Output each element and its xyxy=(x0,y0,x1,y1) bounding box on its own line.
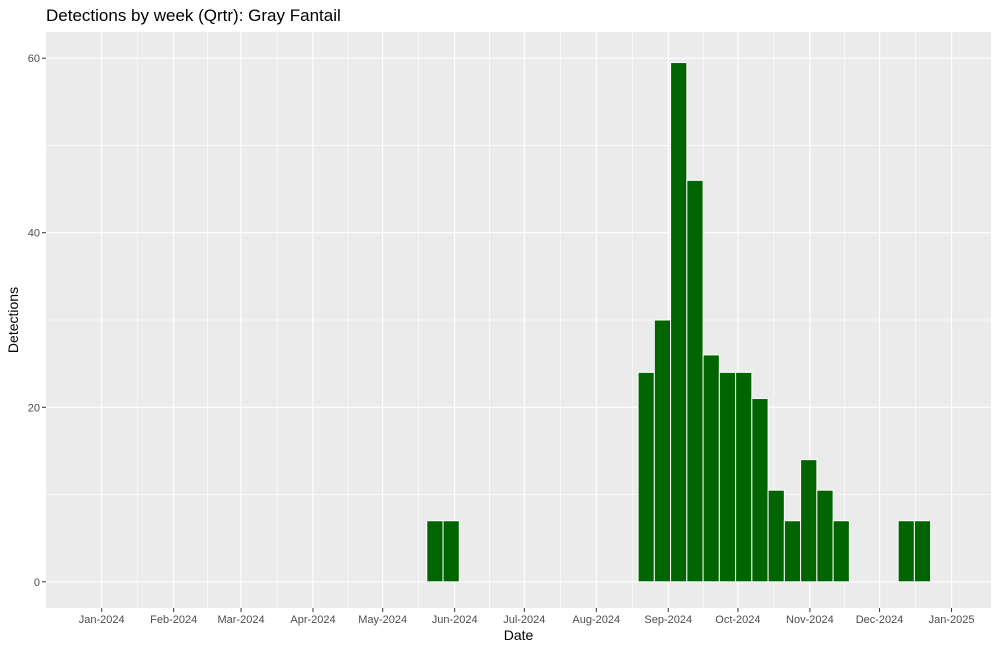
y-tick-label: 0 xyxy=(34,577,40,589)
bar xyxy=(653,319,672,583)
bar xyxy=(832,520,850,583)
bar xyxy=(686,179,704,583)
x-tick-label: May-2024 xyxy=(358,614,407,626)
y-axis: 0 20 40 60 xyxy=(28,53,46,589)
x-tick-label: Aug-2024 xyxy=(572,614,620,626)
bar xyxy=(637,371,655,583)
bar xyxy=(426,520,444,583)
bar xyxy=(913,520,932,583)
bar xyxy=(670,62,688,583)
bar xyxy=(442,520,460,583)
x-tick-label: Nov-2024 xyxy=(786,614,834,626)
bar xyxy=(718,371,737,583)
bars xyxy=(426,62,932,583)
bar xyxy=(751,398,769,583)
y-tick-label: 40 xyxy=(28,228,40,240)
x-tick-label: Sep-2024 xyxy=(644,614,692,626)
x-tick-label: Mar-2024 xyxy=(217,614,264,626)
bar xyxy=(897,520,915,583)
bar xyxy=(767,489,785,583)
y-axis-title: Detections xyxy=(5,287,21,353)
x-tick-label: Jun-2024 xyxy=(432,614,478,626)
x-tick-label: Feb-2024 xyxy=(150,614,197,626)
y-tick-label: 20 xyxy=(28,402,40,414)
x-tick-label: Oct-2024 xyxy=(715,614,760,626)
bar xyxy=(702,354,720,583)
x-tick-label: Dec-2024 xyxy=(856,614,904,626)
chart-title: Detections by week (Qrtr): Gray Fantail xyxy=(46,6,341,25)
y-tick-label: 60 xyxy=(28,53,40,65)
bar xyxy=(735,371,753,583)
x-axis-title: Date xyxy=(504,627,534,643)
bar xyxy=(783,520,802,583)
x-tick-label: Jan-2025 xyxy=(929,614,975,626)
x-axis: Jan-2024 Feb-2024 Mar-2024 Apr-2024 May-2024… xyxy=(79,608,975,626)
x-tick-label: Jul-2024 xyxy=(503,614,545,626)
x-tick-label: Apr-2024 xyxy=(290,614,335,626)
bar xyxy=(800,459,818,583)
bar xyxy=(816,489,834,583)
x-tick-label: Jan-2024 xyxy=(79,614,125,626)
